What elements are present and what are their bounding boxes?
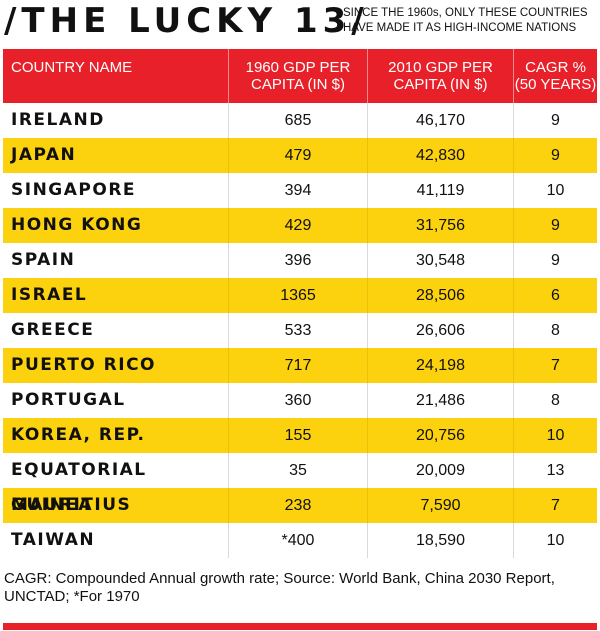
cell-gdp-1960: 238: [228, 488, 367, 523]
cell-gdp-2010: 7,590: [367, 488, 513, 523]
cell-cagr: 10: [513, 418, 597, 453]
cell-gdp-2010: 31,756: [367, 208, 513, 243]
bottom-rule: [3, 623, 597, 630]
cell-country: SINGAPORE: [11, 180, 137, 200]
table-row: HONG KONG 429 31,756 9: [3, 208, 597, 243]
cell-country: SPAIN: [11, 250, 76, 270]
table-row: EQUATORIAL GUINEA 35 20,009 13: [3, 453, 597, 515]
table-row: KOREA, REP. 155 20,756 10: [3, 418, 597, 453]
data-table: COUNTRY NAME 1960 GDP PER CAPITA (IN $) …: [3, 49, 597, 558]
cell-gdp-1960: 396: [228, 243, 367, 278]
table-row: MAURITIUS 238 7,590 7: [3, 488, 597, 523]
cell-cagr: 10: [513, 173, 597, 208]
cell-country: PUERTO RICO: [11, 355, 157, 375]
cell-cagr: 13: [513, 453, 597, 488]
cell-country: JAPAN: [11, 145, 77, 165]
cell-country: HONG KONG: [11, 215, 143, 235]
table-row: PUERTO RICO 717 24,198 7: [3, 348, 597, 383]
column-header-country: COUNTRY NAME: [11, 59, 133, 76]
cell-country: TAIWAN: [11, 530, 96, 550]
header: /THE LUCKY 13/ SINCE THE 1960s, ONLY THE…: [0, 0, 600, 48]
cell-cagr: 8: [513, 313, 597, 348]
column-header-gdp-1960: 1960 GDP PER CAPITA (IN $): [228, 49, 367, 103]
cell-cagr: 9: [513, 138, 597, 173]
cell-cagr: 10: [513, 523, 597, 558]
cell-gdp-2010: 46,170: [367, 103, 513, 138]
cell-gdp-2010: 24,198: [367, 348, 513, 383]
column-header-gdp-2010: 2010 GDP PER CAPITA (IN $): [367, 49, 513, 103]
table-row: PORTUGAL 360 21,486 8: [3, 383, 597, 418]
cell-cagr: 9: [513, 103, 597, 138]
table-body: IRELAND 685 46,170 9 JAPAN 479 42,830 9 SINGAPOR…: [3, 103, 597, 558]
cell-country: GREECE: [11, 320, 95, 340]
table-row: SPAIN 396 30,548 9: [3, 243, 597, 278]
cell-cagr: 9: [513, 243, 597, 278]
cell-gdp-2010: 41,119: [367, 173, 513, 208]
cell-cagr: 6: [513, 278, 597, 313]
table-row: GREECE 533 26,606 8: [3, 313, 597, 348]
cell-gdp-2010: 30,548: [367, 243, 513, 278]
cell-gdp-2010: 20,009: [367, 453, 513, 488]
cell-country: IRELAND: [11, 110, 105, 130]
cell-gdp-1960: 533: [228, 313, 367, 348]
cell-cagr: 9: [513, 208, 597, 243]
cell-gdp-1960: 429: [228, 208, 367, 243]
cell-gdp-1960: 394: [228, 173, 367, 208]
cell-gdp-2010: 28,506: [367, 278, 513, 313]
cell-country: EQUATORIAL GUINEA: [11, 460, 147, 515]
table-header-row: COUNTRY NAME 1960 GDP PER CAPITA (IN $) …: [3, 49, 597, 103]
cell-gdp-1960: 685: [228, 103, 367, 138]
cell-gdp-1960: *400: [228, 523, 367, 558]
cell-gdp-1960: 717: [228, 348, 367, 383]
cell-gdp-2010: 42,830: [367, 138, 513, 173]
table-row: IRELAND 685 46,170 9: [3, 103, 597, 138]
cell-gdp-2010: 26,606: [367, 313, 513, 348]
cell-gdp-1960: 360: [228, 383, 367, 418]
page-title: /THE LUCKY 13/: [4, 1, 369, 41]
cell-country: KOREA, REP.: [11, 425, 146, 445]
footnote: CAGR: Compounded Annual growth rate; Sou…: [4, 570, 555, 605]
table-row: TAIWAN *400 18,590 10: [3, 523, 597, 558]
cell-gdp-1960: 479: [228, 138, 367, 173]
cell-gdp-1960: 35: [228, 453, 367, 488]
cell-country: PORTUGAL: [11, 390, 126, 410]
cell-cagr: 8: [513, 383, 597, 418]
cell-country: ISRAEL: [11, 285, 88, 305]
cell-gdp-2010: 20,756: [367, 418, 513, 453]
table-row: SINGAPORE 394 41,119 10: [3, 173, 597, 208]
table-row: ISRAEL 1365 28,506 6: [3, 278, 597, 313]
page-subtitle: SINCE THE 1960s, ONLY THESE COUNTRIES HA…: [343, 7, 588, 34]
cell-cagr: 7: [513, 488, 597, 523]
cell-country: MAURITIUS: [11, 495, 132, 515]
cell-gdp-2010: 18,590: [367, 523, 513, 558]
cell-gdp-2010: 21,486: [367, 383, 513, 418]
table-row: JAPAN 479 42,830 9: [3, 138, 597, 173]
cell-gdp-1960: 1365: [228, 278, 367, 313]
column-header-cagr: CAGR % (50 YEARS): [513, 49, 597, 103]
cell-gdp-1960: 155: [228, 418, 367, 453]
cell-cagr: 7: [513, 348, 597, 383]
